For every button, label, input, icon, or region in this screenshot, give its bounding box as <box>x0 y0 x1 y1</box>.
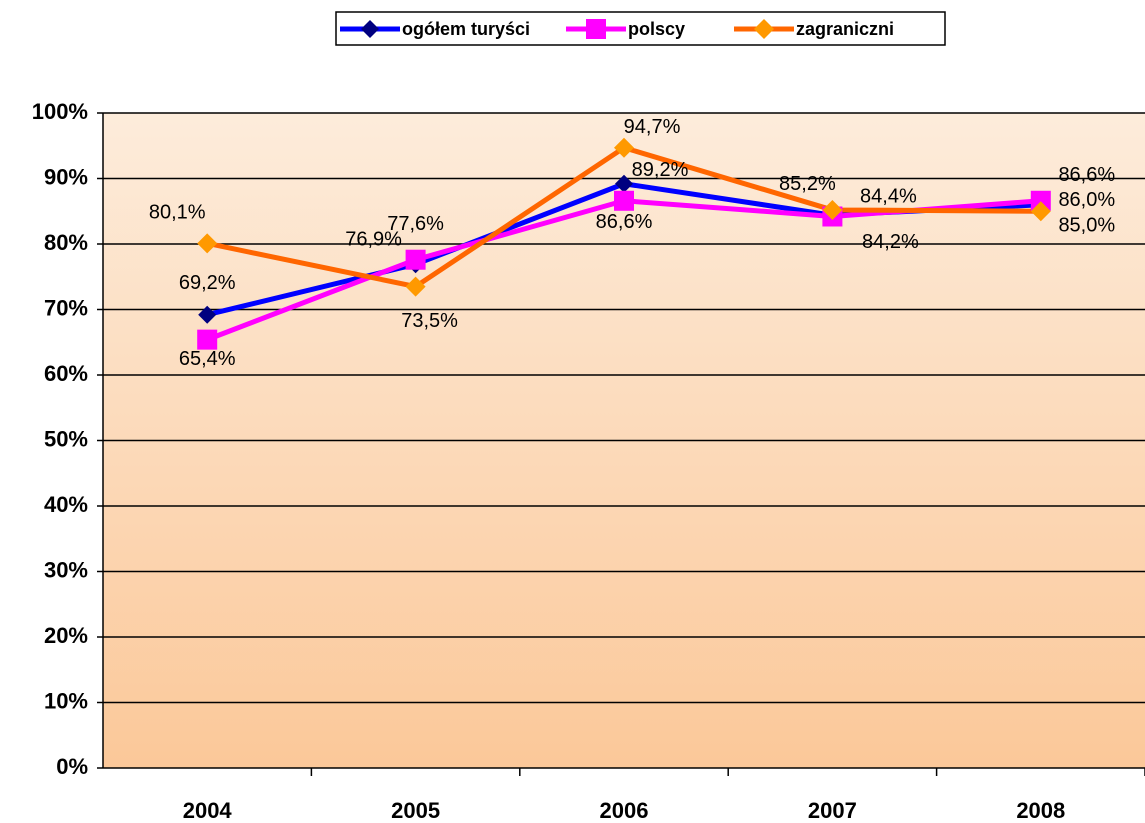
data-label: 89,2% <box>632 159 689 181</box>
marker <box>361 20 379 38</box>
legend-label: polscy <box>628 19 685 39</box>
y-tick-label: 80% <box>44 230 88 255</box>
marker <box>1030 201 1051 222</box>
y-tick-label: 20% <box>44 623 88 648</box>
marker <box>822 199 843 220</box>
y-tick-label: 60% <box>44 361 88 386</box>
x-tick-label: 2004 <box>183 798 233 823</box>
y-tick-label: 40% <box>44 492 88 517</box>
marker <box>405 249 426 270</box>
y-tick-label: 30% <box>44 557 88 582</box>
y-tick-label: 100% <box>32 99 88 124</box>
marker <box>615 174 633 193</box>
y-tick-label: 70% <box>44 295 88 320</box>
data-label: 85,2% <box>779 173 836 195</box>
y-tick-label: 10% <box>44 688 88 713</box>
data-label: 84,4% <box>860 185 917 207</box>
x-tick-label: 2006 <box>600 798 649 823</box>
data-label: 69,2% <box>179 272 236 294</box>
data-label: 65,4% <box>179 348 236 370</box>
marker <box>405 276 426 297</box>
y-tick-label: 90% <box>44 164 88 189</box>
y-tick-label: 0% <box>56 754 88 779</box>
y-tick-label: 50% <box>44 426 88 451</box>
marker <box>614 190 634 211</box>
data-label: 84,2% <box>862 231 919 253</box>
data-label: 86,6% <box>596 211 653 233</box>
x-tick-label: 2007 <box>808 798 857 823</box>
data-label: 76,9% <box>345 229 402 251</box>
legend-box <box>335 11 946 46</box>
data-label: 86,6% <box>1058 164 1115 186</box>
data-label: 80,1% <box>149 202 206 224</box>
data-label: 94,7% <box>624 116 681 138</box>
marker <box>197 233 218 254</box>
marker <box>197 329 218 350</box>
x-tick-label: 2008 <box>1016 798 1065 823</box>
legend-label: zagraniczni <box>796 19 894 39</box>
data-label: 73,5% <box>401 310 458 332</box>
x-tick-label: 2005 <box>391 798 440 823</box>
marker <box>198 305 217 324</box>
data-label: 85,0% <box>1058 215 1115 237</box>
legend-label: ogółem turyści <box>402 19 530 39</box>
data-label: 77,6% <box>387 213 444 235</box>
data-label: 86,0% <box>1058 189 1115 211</box>
marker <box>1030 190 1051 211</box>
marker <box>754 19 774 39</box>
marker <box>586 19 606 39</box>
marker <box>614 137 634 158</box>
